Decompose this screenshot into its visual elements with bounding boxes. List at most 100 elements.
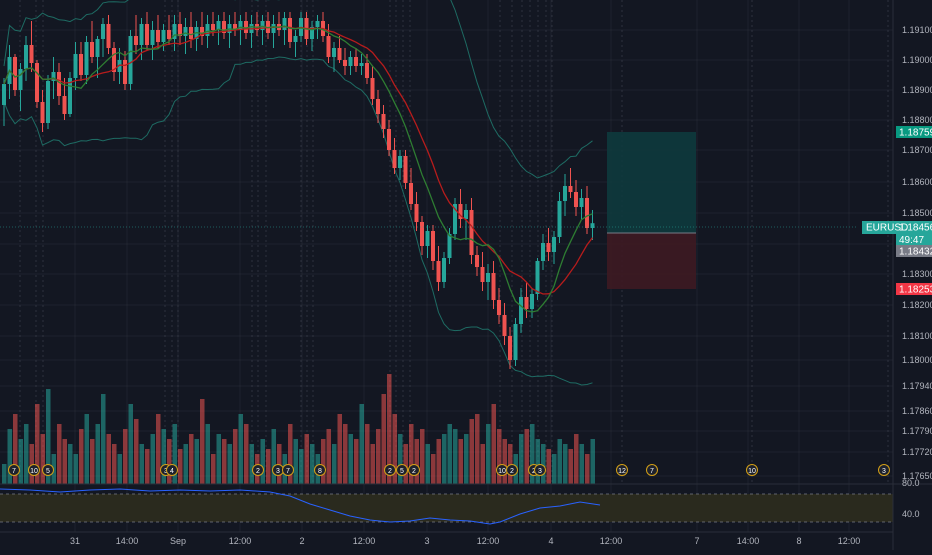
candle (79, 42, 83, 81)
candle (216, 15, 221, 45)
event-marker[interactable]: 3 (272, 464, 284, 476)
volume-bar (546, 449, 551, 484)
candle (585, 186, 589, 234)
volume-bar (579, 444, 584, 484)
candle (486, 264, 490, 300)
candle (442, 252, 446, 288)
entry-price-tag: 1.18432 (896, 245, 932, 258)
volume-bar (62, 439, 67, 484)
volume-bar (68, 444, 73, 484)
price-tick-label: 1.18100 (902, 331, 932, 341)
candle (535, 258, 540, 300)
event-marker[interactable]: 4 (166, 464, 178, 476)
candle (431, 225, 435, 270)
volume-bar (266, 449, 271, 484)
event-marker[interactable]: 3 (878, 464, 890, 476)
candle (480, 252, 485, 291)
volume-bar (480, 444, 485, 484)
candle (123, 51, 127, 90)
candle (530, 288, 534, 318)
volume-bar (288, 424, 293, 484)
volume-bar (359, 404, 364, 484)
target-zone[interactable] (607, 132, 696, 233)
volume-bar (167, 439, 172, 484)
candle (73, 42, 78, 90)
stop-zone[interactable] (607, 233, 696, 289)
time-tick-label: 14:00 (116, 536, 139, 546)
volume-bar (172, 424, 177, 484)
volume-bar (530, 424, 535, 484)
svg-text:5: 5 (46, 468, 50, 475)
candle (150, 21, 155, 60)
time-axis[interactable]: 31 14:00 Sep 12:00 2 12:00 3 12:00 4 12:00 7 14:00 8… (70, 536, 860, 546)
volume-bar (354, 439, 359, 484)
event-marker[interactable]: 5 (396, 464, 408, 476)
candle (332, 42, 336, 72)
volume-bar (128, 404, 133, 484)
price-tick-label: 1.19000 (902, 55, 932, 65)
volume-bar (139, 444, 144, 484)
event-marker[interactable]: 7 (646, 464, 658, 476)
entry-price-text: 1.18432 (899, 247, 932, 258)
bb-upper-line (3, 0, 593, 179)
candle (145, 12, 149, 51)
volume-bar (101, 394, 106, 484)
price-tick-label: 1.19100 (902, 25, 932, 35)
volume-bar (475, 414, 480, 484)
volume-bar (211, 454, 216, 484)
volume-bar (2, 464, 7, 484)
volume-bar (40, 434, 45, 484)
candle (458, 189, 463, 228)
candle (414, 192, 419, 231)
candle (57, 63, 61, 105)
price-tick-label: 1.18300 (902, 269, 932, 279)
svg-text:5: 5 (400, 468, 404, 475)
countdown-tag: 49:47 (896, 234, 932, 246)
svg-text:10: 10 (748, 468, 756, 475)
volume-bar (46, 389, 51, 484)
price-tick-label: 1.17650 (902, 471, 932, 481)
volume-bar (326, 429, 331, 484)
volume-bar (156, 414, 161, 484)
candle (200, 12, 204, 45)
volume-bar (447, 424, 452, 484)
event-marker[interactable]: 8 (314, 464, 326, 476)
event-marker[interactable]: 7 (8, 464, 20, 476)
candle (425, 225, 430, 258)
candle (524, 282, 529, 318)
event-marker[interactable]: 12 (616, 464, 628, 476)
event-marker[interactable]: 10 (746, 464, 758, 476)
rsi-line (0, 488, 601, 525)
svg-text:10: 10 (30, 468, 38, 475)
rsi-band (0, 494, 893, 522)
price-axis[interactable]: 1.19100 1.19000 1.18900 1.18800 1.18700 1.186… (902, 25, 932, 481)
volume-bar (508, 444, 513, 484)
volume-bar (73, 454, 78, 484)
candle (178, 12, 182, 45)
event-marker[interactable]: 2 (384, 464, 396, 476)
grid-lines (0, 0, 893, 532)
event-marker[interactable]: 2 (506, 464, 518, 476)
event-markers[interactable]: 7 10 5 3 4 2 3 7 8 2 5 2 10 2 2 3 12 7 10 3 (8, 464, 890, 476)
event-marker[interactable]: 5 (42, 464, 54, 476)
volume-bar (502, 439, 507, 484)
price-tick-label: 1.18700 (902, 145, 932, 155)
event-marker[interactable]: 2 (252, 464, 264, 476)
volume-bar (57, 424, 62, 484)
event-marker[interactable]: 2 (408, 464, 420, 476)
svg-text:2: 2 (388, 468, 392, 475)
event-marker[interactable]: 10 (496, 464, 508, 476)
event-marker[interactable]: 3 (534, 464, 546, 476)
volume-bar (524, 429, 529, 484)
candle (491, 261, 496, 309)
candle (271, 15, 276, 48)
event-marker[interactable]: 7 (282, 464, 294, 476)
volume-bar (13, 414, 18, 484)
time-tick-label: Sep (170, 536, 186, 546)
event-marker[interactable]: 10 (28, 464, 40, 476)
price-tick-label: 1.18500 (902, 208, 932, 218)
candle (112, 42, 116, 81)
volume-bar (574, 434, 579, 484)
